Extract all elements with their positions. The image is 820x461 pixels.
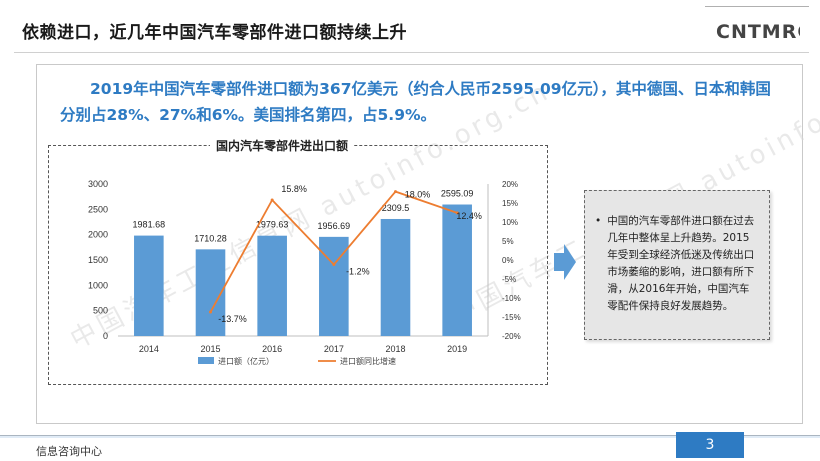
x-tick-label: 2015 (200, 344, 220, 354)
page-title: 依赖进口，近几年中国汽车零部件进口额持续上升 (22, 23, 407, 43)
y-tick-label-right: 20% (502, 180, 518, 189)
growth-point (209, 310, 212, 314)
x-tick-label: 2019 (447, 344, 467, 354)
y-tick-label-left: 0 (103, 331, 108, 341)
note-box: • 中国的汽车零部件进口额在过去几年中整体呈上升趋势。2015年受到全球经济低迷… (584, 190, 770, 340)
line-data-label: -1.2% (346, 267, 370, 277)
growth-point (332, 263, 336, 267)
growth-point (455, 211, 459, 215)
bar-data-label: 2309.5 (382, 203, 410, 213)
growth-point (394, 190, 397, 194)
y-tick-label-right: 10% (502, 218, 518, 227)
footer-divider (0, 435, 820, 436)
bar (380, 218, 411, 336)
title-divider (14, 52, 809, 53)
bar (257, 235, 287, 336)
y-tick-label-right: -15% (502, 313, 521, 322)
bar (442, 204, 472, 336)
x-tick-label: 2017 (324, 344, 344, 354)
y-tick-label-right: 15% (502, 199, 518, 208)
bar-data-label: 2595.09 (441, 189, 474, 199)
y-tick-label-left: 500 (93, 306, 108, 316)
legend-swatch-bar (198, 357, 214, 364)
y-tick-label-left: 2500 (88, 204, 108, 214)
growth-point (270, 198, 274, 202)
y-tick-label-right: 0% (502, 256, 514, 265)
footer-label: 信息咨询中心 (36, 445, 102, 458)
bar (134, 235, 164, 336)
legend-label-bar: 进口额（亿元） (218, 356, 274, 366)
logo-text: CNTMRC (716, 21, 800, 42)
line-data-label: -13.7% (218, 314, 247, 324)
bar-data-label: 1710.28 (194, 233, 227, 243)
legend-label-line: 进口额同比增速 (340, 356, 396, 366)
x-tick-label: 2014 (139, 344, 159, 354)
chart-title: 国内汽车零部件进出口额 (210, 137, 355, 154)
y-tick-label-right: 5% (502, 237, 514, 246)
y-tick-label-right: -20% (502, 332, 521, 341)
note-text: 中国的汽车零部件进口额在过去几年中整体呈上升趋势。2015年受到全球经济低迷及传… (607, 215, 755, 312)
right-arrow-icon (554, 244, 576, 280)
bar-data-label: 1979.63 (256, 220, 289, 230)
x-tick-label: 2016 (262, 344, 282, 354)
y-tick-label-right: -5% (502, 275, 516, 284)
bullet: • (595, 215, 602, 227)
y-tick-label-left: 1500 (88, 255, 108, 265)
bar-data-label: 1981.68 (133, 220, 166, 230)
line-data-label: 15.8% (281, 184, 307, 194)
page-number: 3 (676, 432, 744, 458)
y-tick-label-left: 1000 (88, 280, 108, 290)
logo-rule (705, 6, 809, 7)
cntmrc-logo: CNTMRC (716, 21, 800, 42)
y-tick-label-left: 2000 (88, 230, 108, 240)
chart: 0 500 1000 1500 2000 2500 3000 -20% -15% -10% -5% 0… (88, 179, 521, 366)
bar-data-label: 1956.69 (318, 221, 351, 231)
line-data-label: 18.0% (405, 190, 431, 200)
line-data-label: 12.4% (456, 211, 482, 221)
y-tick-label-right: -10% (502, 294, 521, 303)
y-tick-label-left: 3000 (88, 179, 108, 189)
footer-bar (0, 435, 820, 438)
summary-text: 2019年中国汽车零部件进口额为367亿美元（约合人民币2595.09亿元），其… (60, 80, 771, 124)
x-tick-label: 2018 (385, 344, 405, 354)
